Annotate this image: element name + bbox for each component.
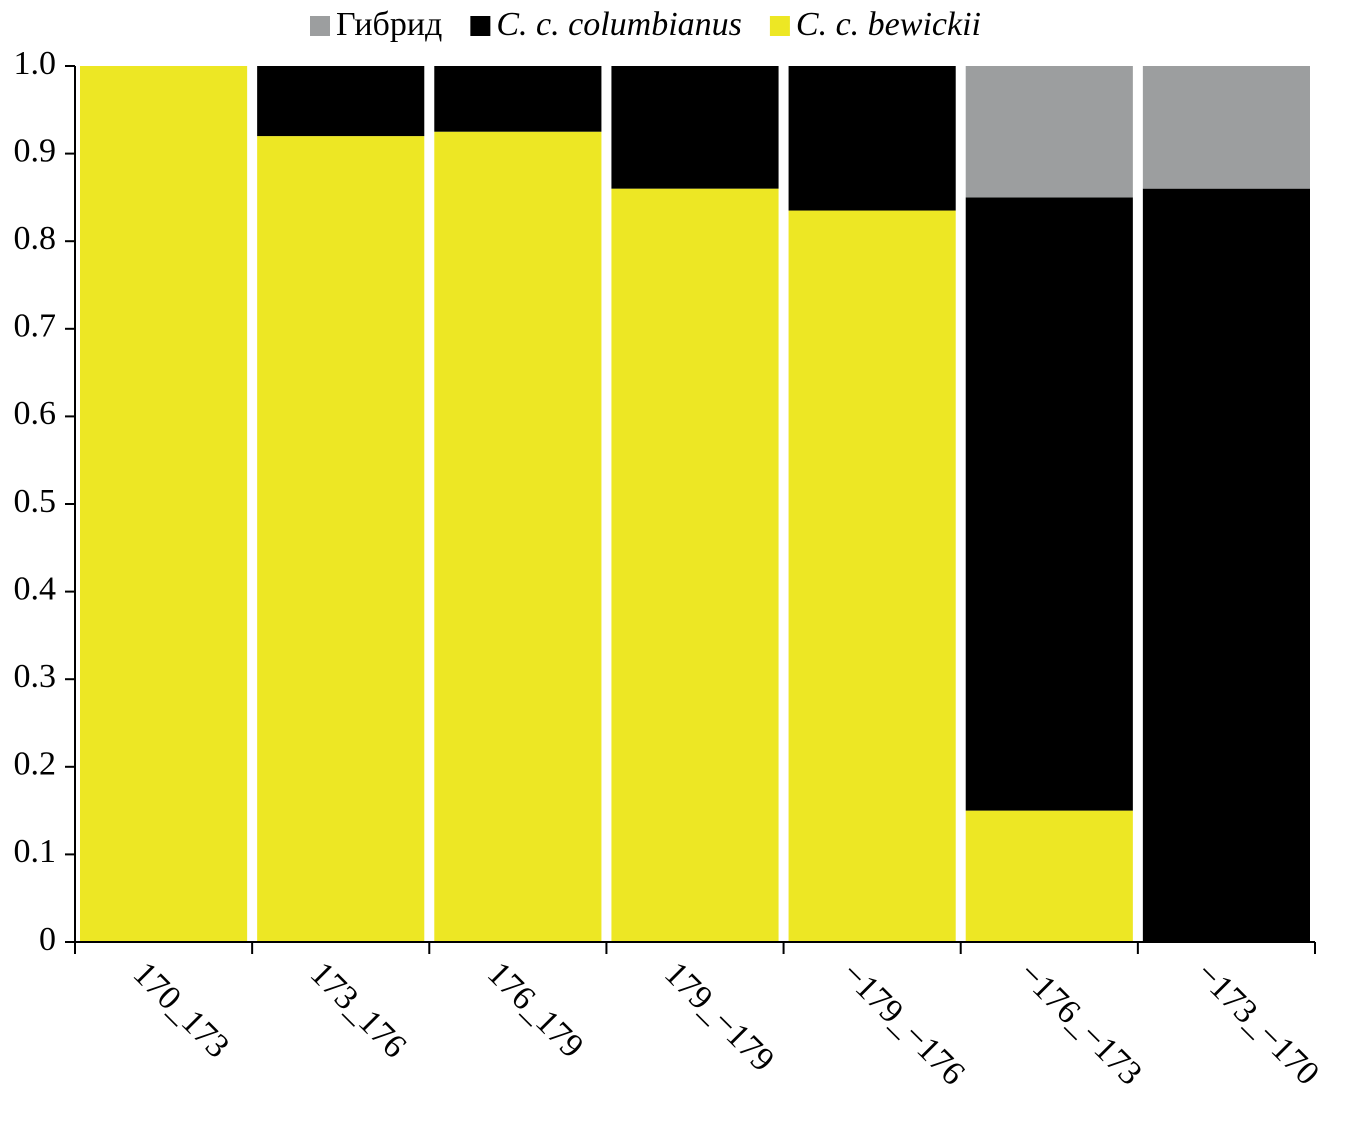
y-tick-label: 1.0 [14,45,57,82]
legend-label: Гибрид [336,6,442,43]
bar-segment [965,197,1133,811]
x-tick-label: −173_−170 [1189,955,1326,1092]
bar-segment [1142,188,1310,942]
y-tick-label: 0.3 [14,658,57,695]
x-tick-label: 176_179 [480,955,590,1065]
legend-swatch [470,16,491,36]
x-tick-label: 179_−179 [657,955,781,1079]
bar-segment [611,188,779,942]
legend-label: C. c. columbianus [496,6,742,43]
y-tick-label: 0.2 [14,746,57,783]
x-tick-label: 170_173 [126,955,236,1065]
y-tick-label: 0.4 [14,570,57,607]
y-tick-label: 0 [39,921,56,958]
bar-segment [257,136,425,942]
bar-segment [434,66,602,132]
x-tick-label: −179_−176 [834,955,971,1092]
bar-segment [80,66,248,942]
bar-segment [1142,66,1310,189]
y-tick-label: 0.6 [14,395,57,432]
legend-swatch [310,16,330,36]
y-tick-label: 0.5 [14,483,57,520]
legend-swatch [769,16,790,36]
y-tick-label: 0.7 [14,308,57,345]
bar-segment [257,66,425,137]
y-tick-label: 0.1 [14,833,57,870]
bar-segment [965,66,1133,198]
y-tick-label: 0.9 [14,132,57,169]
legend-label: C. c. bewickii [796,6,981,43]
x-tick-label: −176_−173 [1012,955,1149,1092]
y-tick-label: 0.8 [14,220,57,257]
x-tick-label: 173_176 [303,955,413,1065]
bar-segment [965,810,1133,942]
bar-segment [434,131,602,942]
bar-segment [788,66,956,211]
bar-segment [611,66,779,189]
bar-segment [788,210,956,943]
